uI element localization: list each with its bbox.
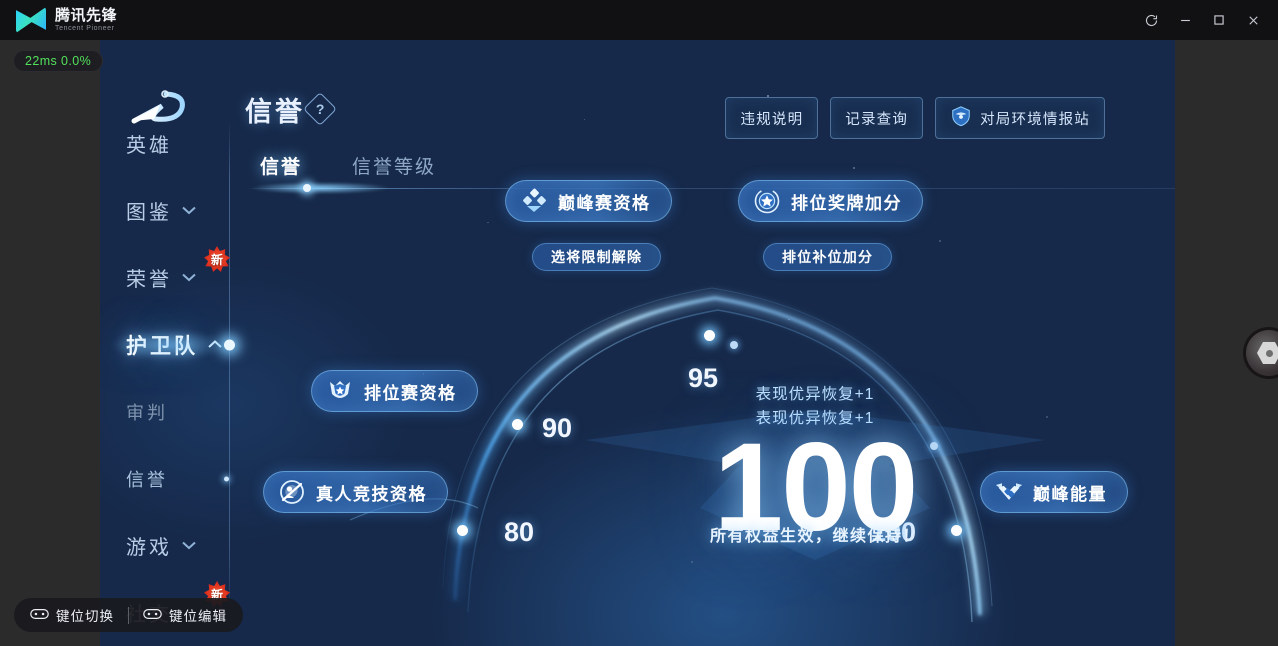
content-tabs: 信誉 信誉等级 — [260, 152, 436, 185]
sidebar-item-label: 审判 — [126, 402, 168, 423]
tab-credit-level[interactable]: 信誉等级 — [352, 152, 436, 185]
sidebar-item-judgement[interactable]: 审判 — [100, 378, 240, 445]
sidebar: 英雄 图鉴 荣誉 新 护卫队 — [100, 110, 250, 646]
privilege-hero-limit-release[interactable]: 选将限制解除 — [532, 243, 662, 271]
sidebar-active-node — [224, 339, 235, 350]
credit-score-note: 所有权益生效，继续保持！ — [709, 528, 920, 545]
wing-diamond-icon — [995, 478, 1023, 506]
privilege-label: 排位补位加分 — [782, 249, 874, 265]
recover-message-1: 表现优异恢复+1 — [755, 386, 875, 403]
sidebar-item-label: 荣誉 — [126, 269, 172, 291]
app-name-en: Tencent Pioneer — [55, 25, 115, 32]
arc-node-95-secondary — [730, 341, 738, 349]
page-title: 信誉 — [245, 97, 305, 127]
help-icon-glyph: ? — [315, 101, 325, 117]
gamepad-icon — [30, 607, 49, 624]
panel-handle[interactable] — [1246, 330, 1278, 376]
title-bar: 腾讯先锋 Tencent Pioneer — [0, 0, 1278, 40]
privilege-peak-match-qualification[interactable]: 巅峰赛资格 — [505, 180, 672, 222]
diamond-cluster-icon — [520, 187, 548, 215]
tab-underline — [245, 188, 1175, 189]
chevron-up-icon — [208, 338, 222, 352]
shield-star-icon — [326, 377, 354, 405]
match-environment-button[interactable]: 对局环境情报站 — [935, 97, 1105, 139]
hexagon-icon — [1257, 342, 1278, 364]
chevron-down-icon — [182, 271, 196, 285]
game-viewport: 信誉 ? 违规说明 记录查询 对局环境情报站 — [100, 40, 1175, 646]
tencent-pioneer-logo-icon — [16, 7, 46, 33]
arc-node-95 — [704, 330, 715, 341]
match-environment-label: 对局环境情报站 — [980, 111, 1090, 128]
tab-credit-level-label: 信誉等级 — [352, 157, 437, 178]
close-icon[interactable] — [1236, 0, 1270, 40]
violation-rules-button[interactable]: 违规说明 — [725, 97, 819, 139]
tab-credit[interactable]: 信誉 — [260, 152, 302, 185]
new-badge: 新 — [204, 246, 230, 272]
sidebar-item-collection[interactable]: 图鉴 — [100, 177, 240, 244]
key-edit-button[interactable]: 键位编辑 — [143, 605, 227, 625]
tab-active-glow — [250, 182, 390, 194]
privilege-label: 排位奖牌加分 — [791, 193, 902, 213]
sidebar-item-credit[interactable]: 信誉 — [100, 445, 240, 512]
arc-node-80 — [457, 525, 468, 536]
privilege-rank-fill-bonus[interactable]: 排位补位加分 — [763, 243, 893, 271]
back-arrow-icon[interactable] — [126, 88, 204, 130]
arc-tick-90: 90 — [542, 413, 573, 443]
privilege-ranked-qualification[interactable]: 排位赛资格 — [311, 370, 478, 412]
sidebar-item-guard-team[interactable]: 护卫队 — [100, 311, 250, 378]
violation-rules-label: 违规说明 — [740, 111, 804, 128]
privilege-label: 巅峰赛资格 — [558, 193, 651, 213]
person-check-icon — [278, 478, 306, 506]
minimize-icon[interactable] — [1168, 0, 1202, 40]
maximize-icon[interactable] — [1202, 0, 1236, 40]
top-action-buttons: 违规说明 记录查询 对局环境情报站 — [725, 97, 1105, 139]
app-name-cn: 腾讯先锋 — [55, 7, 118, 24]
privilege-peak-energy[interactable]: 巅峰能量 — [980, 471, 1128, 513]
arc-tick-80: 80 — [504, 517, 535, 547]
sidebar-rail — [229, 120, 230, 620]
app-name: 腾讯先锋 Tencent Pioneer — [55, 8, 117, 32]
sidebar-item-label: 信誉 — [126, 469, 168, 490]
medal-star-icon — [753, 187, 781, 215]
privilege-label: 排位赛资格 — [364, 383, 457, 403]
key-switch-button[interactable]: 键位切换 — [30, 605, 114, 625]
refresh-icon[interactable] — [1134, 0, 1168, 40]
sidebar-item-honor[interactable]: 荣誉 新 — [100, 244, 240, 311]
key-switch-label: 键位切换 — [56, 609, 114, 624]
key-mapping-bar: 键位切换 键位编辑 — [14, 598, 243, 632]
credit-score-value: 100 — [713, 418, 919, 557]
keybar-divider — [128, 606, 129, 624]
sidebar-item-label: 图鉴 — [126, 202, 172, 224]
record-query-button[interactable]: 记录查询 — [830, 97, 924, 139]
gamepad-icon — [143, 607, 162, 624]
sidebar-item-game[interactable]: 游戏 — [100, 512, 240, 579]
help-icon[interactable]: ? — [303, 92, 337, 126]
sidebar-current-node — [224, 476, 229, 481]
chevron-down-icon — [182, 539, 196, 553]
arc-node-90 — [512, 419, 523, 430]
chevron-down-icon — [182, 204, 196, 218]
record-query-label: 记录查询 — [845, 111, 909, 128]
privilege-real-person-qualification[interactable]: 真人竞技资格 — [263, 471, 448, 513]
window-controls — [1134, 0, 1270, 40]
tab-credit-label: 信誉 — [260, 157, 303, 178]
sidebar-item-label: 护卫队 — [126, 334, 198, 358]
sidebar-item-label: 游戏 — [126, 537, 172, 559]
sidebar-item-label: 英雄 — [126, 135, 172, 157]
tab-active-node — [303, 184, 311, 192]
privilege-label: 选将限制解除 — [551, 249, 643, 265]
performance-overlay: 22ms 0.0% — [14, 51, 103, 71]
privilege-label: 真人竞技资格 — [316, 484, 427, 504]
sidebar-item-hero[interactable]: 英雄 — [100, 110, 240, 177]
recover-message-2: 表现优异恢复+1 — [755, 410, 875, 427]
privilege-rank-medal-bonus[interactable]: 排位奖牌加分 — [738, 180, 923, 222]
shield-icon — [950, 105, 972, 131]
privilege-label: 巅峰能量 — [1033, 484, 1107, 504]
key-edit-label: 键位编辑 — [169, 609, 227, 624]
